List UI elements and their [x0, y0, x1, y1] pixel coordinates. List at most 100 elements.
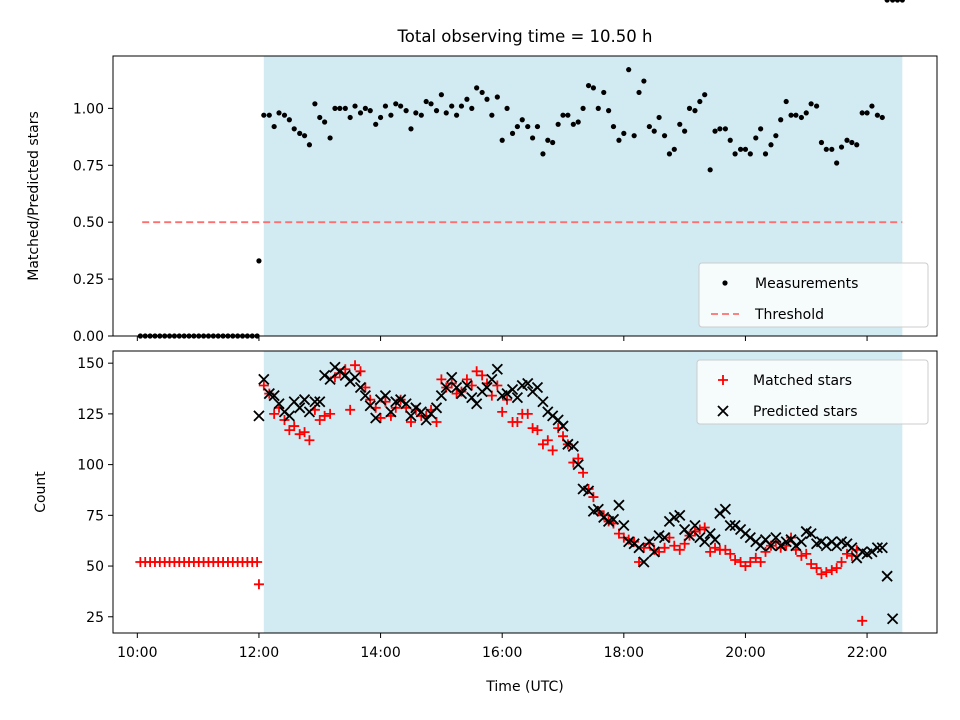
predicted-star-point	[455, 387, 468, 400]
measurement-point	[677, 121, 683, 127]
predicted-star-point	[405, 410, 417, 422]
measurement-point	[869, 103, 875, 109]
predicted-star-point	[643, 536, 655, 548]
matched-star-point	[532, 425, 543, 436]
measurement-point	[732, 151, 738, 157]
predicted-star-point	[820, 540, 832, 552]
bottom-panel: 25 50 75 100 125 150 10:00 12:00 14:00 16:00 18:00…	[33, 351, 938, 661]
measurement-point	[367, 108, 373, 114]
predicted-star-point	[349, 371, 361, 384]
measurement-point	[509, 130, 516, 136]
matched-star-point	[466, 380, 477, 391]
matched-star-point	[471, 366, 482, 377]
predicted-star-point	[283, 410, 295, 422]
bottom-legend-label: Predicted stars	[753, 404, 858, 420]
predicted-star-point	[491, 363, 503, 375]
measurement-point	[590, 85, 597, 91]
measurement-point	[519, 117, 525, 123]
predicted-star-point	[613, 499, 625, 511]
matched-star-point	[477, 370, 488, 381]
measurement-point	[261, 112, 267, 118]
matched-star-point	[725, 548, 736, 559]
measurement-point	[899, 0, 905, 3]
top-ytick-label: 1.00	[73, 101, 104, 117]
measurement-point	[803, 110, 809, 116]
predicted-star-point	[440, 381, 452, 394]
measurement-point	[525, 123, 531, 130]
matched-star-point	[583, 483, 594, 494]
predicted-star-point	[805, 527, 817, 540]
measurement-point	[616, 137, 622, 143]
measurement-point	[753, 135, 759, 141]
predicted-star-point	[714, 507, 726, 519]
matched-star-point	[547, 445, 558, 456]
matched-star-point	[319, 410, 330, 421]
top-axes-frame	[112, 55, 938, 337]
measurement-point	[682, 128, 688, 134]
predicted-star-point	[846, 542, 858, 554]
matched-star-point	[588, 492, 599, 503]
predicted-star-point	[359, 389, 372, 402]
measurement-point	[747, 151, 753, 157]
xtick-label: 10:00	[117, 645, 157, 661]
matched-star-point	[269, 408, 280, 419]
measurement-point	[256, 258, 262, 264]
measurement-point	[306, 142, 313, 148]
predicted-star-point	[881, 570, 893, 582]
measurement-point	[550, 139, 556, 146]
measurement-point	[621, 130, 627, 136]
measurement-point	[565, 112, 571, 118]
predicted-star-point	[871, 542, 884, 554]
predicted-star-point	[430, 402, 443, 414]
measurement-point	[859, 110, 865, 116]
predicted-star-point	[765, 540, 777, 552]
x-axis-label: Time (UTC)	[485, 679, 563, 695]
measurement-point	[894, 0, 901, 3]
predicted-star-point	[699, 536, 711, 548]
measurement-point	[610, 123, 617, 130]
measurement-point	[337, 105, 343, 111]
measurement-point	[778, 117, 784, 123]
matched-star-point	[623, 534, 634, 545]
matched-star-point	[806, 559, 817, 570]
measurement-point	[849, 139, 855, 146]
matched-star-point	[775, 542, 786, 553]
measurement-point	[413, 110, 419, 116]
predicted-star-point	[775, 540, 787, 552]
legend-measurements-swatch	[722, 280, 728, 286]
measurement-point	[666, 151, 673, 157]
legend-matched-swatch	[718, 375, 728, 385]
measurement-point	[854, 142, 860, 148]
measurement-point	[504, 105, 510, 111]
predicted-star-point	[683, 529, 696, 542]
predicted-star-point	[709, 534, 721, 546]
matched-star-point	[492, 380, 503, 391]
predicted-star-point	[481, 381, 493, 394]
matched-star-point	[654, 546, 665, 557]
predicted-star-point	[886, 613, 899, 625]
predicted-star-point	[511, 392, 524, 404]
measurement-point	[813, 103, 820, 109]
matched-star-point	[857, 615, 868, 626]
predicted-star-point	[294, 402, 306, 414]
measurement-point	[823, 146, 829, 152]
matched-star-point	[821, 567, 832, 578]
measurement-point	[560, 112, 566, 118]
measurement-point	[373, 121, 379, 127]
measurement-point	[844, 137, 850, 143]
matched-star-point	[659, 542, 670, 553]
matched-star-point	[294, 429, 305, 440]
matched-star-point	[258, 380, 269, 391]
predicted-star-point	[400, 398, 412, 410]
measurement-point	[534, 123, 541, 130]
matched-star-point	[755, 556, 766, 567]
predicted-star-point	[324, 373, 336, 386]
measurement-point	[717, 126, 723, 132]
predicted-star-point	[273, 398, 285, 410]
measurement-point	[514, 123, 520, 130]
bottom-ytick-label: 125	[77, 407, 104, 423]
matched-star-point	[745, 556, 756, 567]
predicted-star-point	[744, 532, 756, 544]
matched-star-point	[664, 532, 675, 543]
matched-star-point	[522, 408, 533, 419]
